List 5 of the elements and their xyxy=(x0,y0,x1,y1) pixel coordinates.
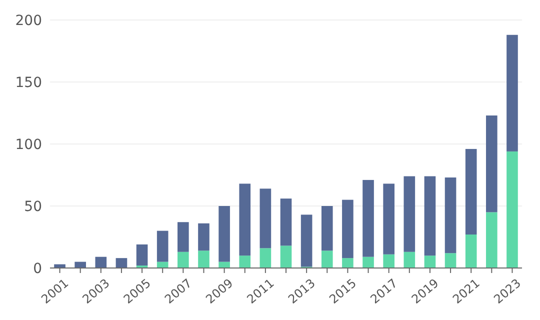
y-tick-label: 200 xyxy=(15,12,42,29)
y-tick-label: 0 xyxy=(33,260,42,277)
y-tick-label: 100 xyxy=(15,136,42,153)
y-tick-label: 50 xyxy=(24,198,42,215)
y-tick-label: 150 xyxy=(15,74,42,91)
